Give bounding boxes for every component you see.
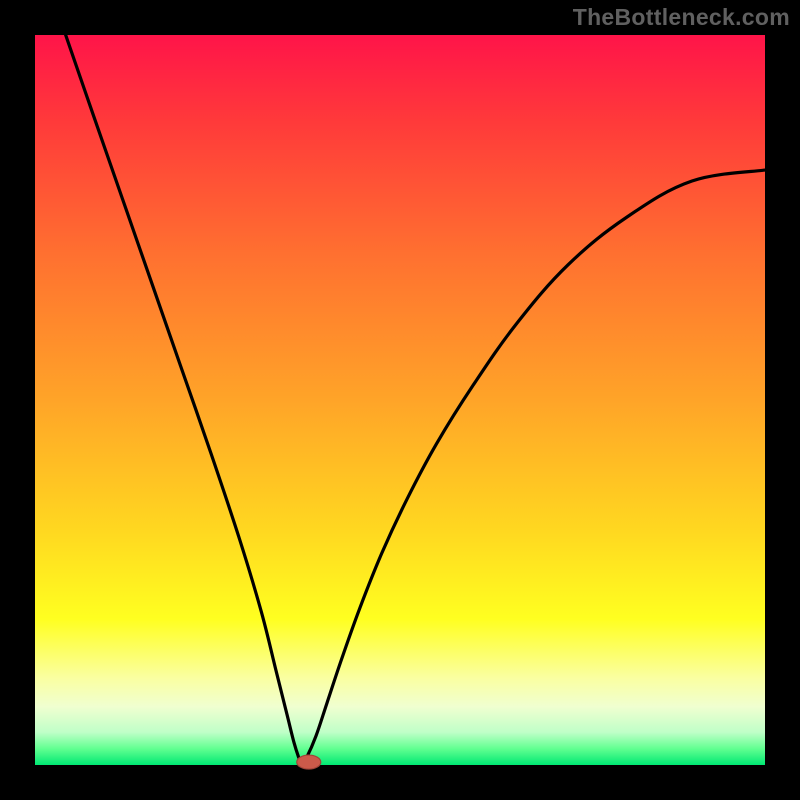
- chart-container: TheBottleneck.com: [0, 0, 800, 800]
- chart-svg: [0, 0, 800, 800]
- plot-area: [35, 35, 765, 765]
- optimal-point-marker: [297, 755, 321, 769]
- watermark-text: TheBottleneck.com: [573, 4, 790, 31]
